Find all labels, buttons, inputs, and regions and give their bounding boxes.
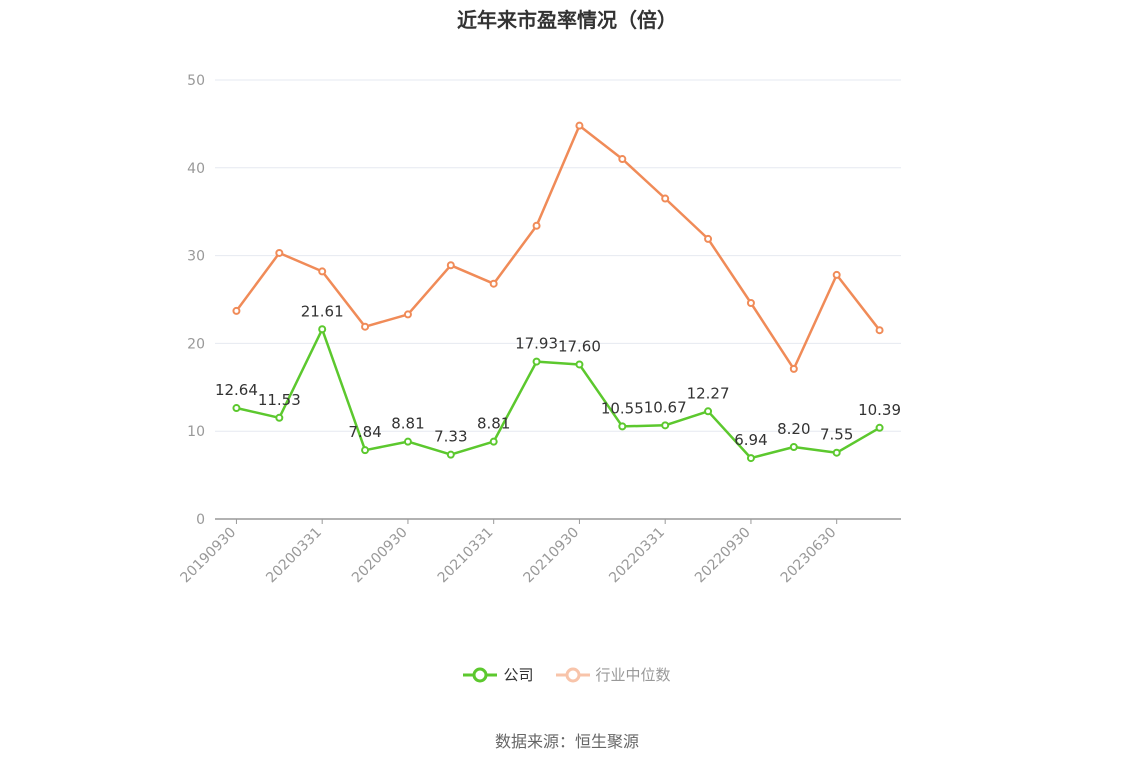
- legend-company-marker-icon: [463, 667, 498, 682]
- x-tick-label: 20200331: [263, 525, 325, 587]
- company-line: [236, 328, 881, 460]
- data-label: 17.60: [558, 337, 601, 355]
- industry-median-point: [661, 194, 670, 203]
- industry-median-point: [275, 248, 284, 257]
- data-label: 10.55: [601, 399, 644, 417]
- chart-title: 近年来市盈率情况（倍）: [457, 8, 677, 32]
- legend-item-company[interactable]: 公司: [463, 664, 534, 685]
- legend-item-industry-median[interactable]: 行业中位数: [555, 664, 671, 685]
- company-point: [318, 325, 327, 334]
- y-tick-label: 30: [187, 249, 205, 265]
- company-point: [789, 443, 798, 452]
- company-point: [661, 421, 670, 430]
- y-tick-label: 10: [187, 424, 205, 440]
- company-point: [746, 454, 755, 463]
- industry-median-point: [361, 322, 370, 331]
- data-label: 10.39: [858, 401, 901, 419]
- company-point: [832, 448, 841, 457]
- x-tick-label: 20230630: [778, 525, 840, 587]
- legend-label-company: 公司: [503, 666, 534, 684]
- industry-median-point: [403, 310, 412, 319]
- company-point: [575, 360, 584, 369]
- industry-median-point: [832, 270, 841, 279]
- data-label: 12.64: [215, 381, 258, 399]
- x-tick-label: 20190930: [178, 525, 240, 587]
- data-label: 7.84: [348, 423, 381, 441]
- y-tick-label: 50: [187, 73, 205, 89]
- data-label: 8.81: [391, 415, 424, 433]
- company-point: [446, 450, 455, 459]
- legend-industry-marker-icon: [555, 667, 590, 682]
- axes: 0 10 20 30 40 50 20190930 20200331 20200930 20210…: [178, 73, 901, 586]
- data-label: 10.67: [644, 398, 687, 416]
- data-label: 11.53: [258, 391, 301, 409]
- data-label: 8.81: [477, 415, 510, 433]
- company-point: [232, 404, 241, 413]
- data-label: 12.27: [687, 384, 730, 402]
- company-point: [618, 422, 627, 431]
- industry-median-point: [232, 306, 241, 315]
- series-lines: [232, 121, 884, 463]
- industry-median-point: [704, 234, 713, 243]
- company-point: [532, 357, 541, 366]
- company-point: [704, 407, 713, 416]
- industry-median-line: [235, 124, 881, 371]
- data-label: 7.55: [820, 426, 853, 444]
- company-point: [403, 437, 412, 446]
- x-tick-label: 20210930: [521, 525, 583, 587]
- y-tick-label: 0: [196, 512, 205, 528]
- data-label: 6.94: [734, 431, 767, 449]
- data-label: 8.20: [777, 420, 810, 438]
- source-note: 数据来源：恒生聚源: [494, 732, 639, 751]
- legend: 公司 行业中位数: [0, 664, 1134, 685]
- x-tick-label: 20200930: [349, 525, 411, 587]
- industry-median-point: [318, 267, 327, 276]
- industry-median-point: [875, 326, 884, 335]
- data-label: 17.93: [515, 335, 558, 353]
- industry-median-point: [789, 364, 798, 373]
- y-tick-label: 40: [187, 161, 205, 177]
- data-label: 7.33: [434, 428, 467, 446]
- company-point: [275, 413, 284, 422]
- x-tick-label: 20210331: [435, 525, 497, 587]
- grid-lines: [215, 79, 901, 432]
- x-tick-label: 20220930: [692, 525, 754, 587]
- data-label: 21.61: [301, 302, 344, 320]
- company-point: [489, 437, 498, 446]
- company-point: [361, 446, 370, 455]
- y-tick-label: 20: [187, 336, 205, 352]
- legend-label-industry-median: 行业中位数: [595, 666, 671, 684]
- industry-median-point: [489, 279, 498, 288]
- industry-median-point: [446, 261, 455, 270]
- company-point: [875, 423, 884, 432]
- industry-median-point: [532, 221, 541, 230]
- industry-median-point: [618, 155, 627, 164]
- x-tick-label: 20220331: [606, 525, 668, 587]
- industry-median-point: [575, 121, 584, 130]
- industry-median-point: [746, 299, 755, 308]
